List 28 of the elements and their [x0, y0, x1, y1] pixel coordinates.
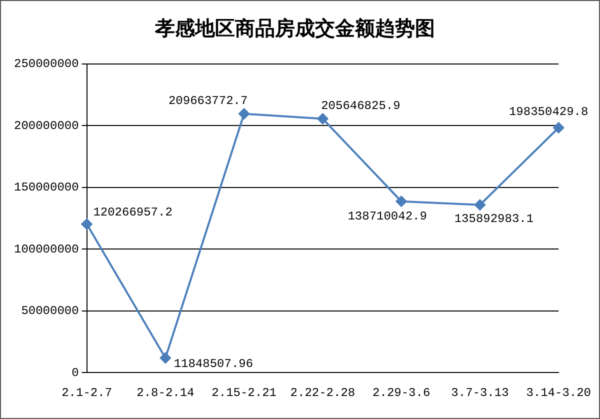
point: [396, 196, 407, 207]
data-label: 198350429.8: [508, 104, 588, 119]
y-tick-label: 200000000: [14, 118, 79, 133]
y-tick-label: 50000000: [21, 304, 79, 318]
x-tick-label: 2.8-2.14: [136, 386, 194, 400]
x-tick-label: 2.15-2.21: [212, 386, 276, 400]
x-tick-label: 2.1-2.7: [62, 386, 112, 400]
x-tick-label: 3.7-3.13: [451, 386, 509, 400]
y-tick-label: 150000000: [14, 180, 79, 195]
data-label: 11848507.96: [174, 357, 254, 372]
point: [160, 352, 171, 364]
data-label: 120266957.2: [93, 205, 172, 220]
point: [238, 108, 250, 120]
point: [317, 113, 328, 124]
chart-title: 孝感地区商品房成交金额趋势图: [154, 17, 435, 40]
data-label: 138710042.9: [348, 210, 427, 224]
point: [474, 199, 486, 210]
point: [81, 218, 92, 230]
data-label: 209663772.7: [168, 94, 248, 108]
data-label: 135892983.1: [454, 212, 534, 226]
y-tick-label: 100000000: [14, 242, 79, 256]
x-tick-label: 2.29-3.6: [372, 386, 430, 400]
point: [553, 122, 564, 134]
data-label: 205646825.9: [321, 98, 400, 113]
y-tick-label: 250000000: [14, 57, 79, 72]
x-tick-label: 3.14-3.20: [526, 386, 591, 400]
x-tick-label: 2.22-2.28: [290, 386, 356, 400]
y-tick-label: 0: [72, 366, 79, 380]
